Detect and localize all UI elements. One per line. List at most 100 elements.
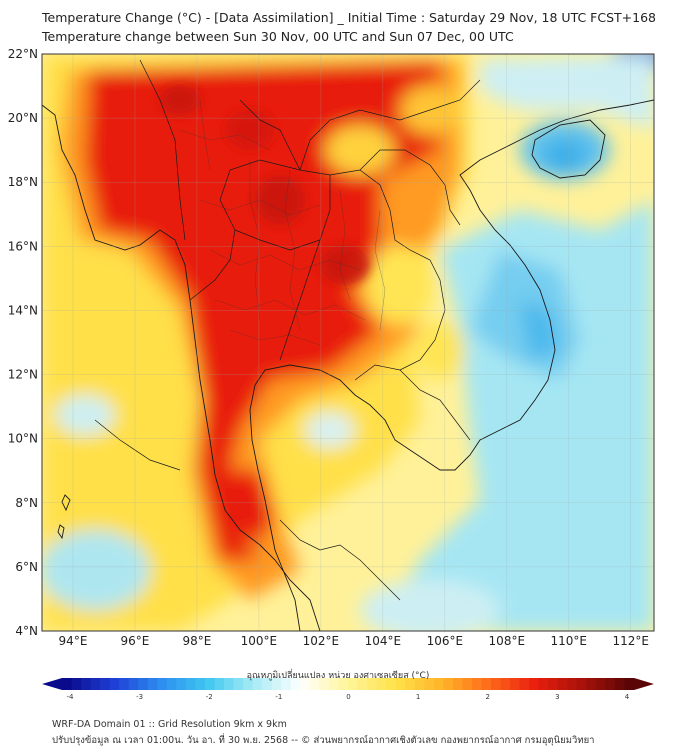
latitude-labels: 22°N 20°N 18°N 16°N 14°N 12°N 10°N 8°N 6°N 4°N: [8, 47, 38, 638]
colorbar-cell: [290, 678, 301, 690]
colorbar-cell: [195, 678, 206, 690]
colorbar-cell: [367, 678, 378, 690]
colorbar-cell: [557, 678, 568, 690]
colorbar-cell: [243, 678, 254, 690]
colorbar-tick: 4: [625, 693, 630, 700]
colorbar-cell: [491, 678, 502, 690]
map-title-line2: Temperature change between Sun 30 Nov, 0…: [42, 29, 514, 44]
colorbar-cell: [109, 678, 120, 690]
colorbar-cell: [90, 678, 101, 690]
colorbar-cell: [595, 678, 606, 690]
lon-label: 110°E: [551, 634, 588, 648]
colorbar-cell: [119, 678, 130, 690]
footer-model-info: WRF-DA Domain 01 :: Grid Resolution 9km …: [52, 719, 287, 730]
colorbar-cell: [538, 678, 549, 690]
colorbar-cell: [176, 678, 187, 690]
colorbar-cell: [348, 678, 359, 690]
lat-label: 14°N: [8, 303, 38, 317]
colorbar-cell: [100, 678, 111, 690]
colorbar-cell: [185, 678, 196, 690]
colorbar-cell: [529, 678, 540, 690]
colorbar-cell: [214, 678, 225, 690]
colorbar-cell: [166, 678, 177, 690]
colorbar: -4 -3 -2 -1 0 1 2 3 4: [42, 678, 654, 700]
colorbar-cell: [519, 678, 530, 690]
colorbar-min-arrow: [42, 678, 62, 690]
colorbar-cell: [414, 678, 425, 690]
colorbar-cell: [433, 678, 444, 690]
colorbar-cell: [252, 678, 263, 690]
colorbar-cell: [128, 678, 139, 690]
colorbar-cell: [224, 678, 235, 690]
lon-label: 98°E: [183, 634, 212, 648]
colorbar-cell: [376, 678, 387, 690]
colorbar-cell: [462, 678, 473, 690]
lon-label: 106°E: [427, 634, 464, 648]
footer-update-info: ปรับปรุงข้อมูล ณ เวลา 01:00น. วัน อา. ที…: [52, 735, 595, 746]
colorbar-cell: [138, 678, 149, 690]
lon-label: 94°E: [59, 634, 88, 648]
colorbar-tick: 3: [555, 693, 559, 700]
map-title-line1: Temperature Change (°C) - [Data Assimila…: [42, 10, 657, 25]
colorbar-tick: 0: [346, 693, 350, 700]
colorbar-cell: [452, 678, 463, 690]
colorbar-cell: [576, 678, 587, 690]
colorbar-tick: -2: [206, 693, 213, 700]
colorbar-cell: [510, 678, 521, 690]
colorbar-tick: -3: [136, 693, 143, 700]
lat-label: 10°N: [8, 432, 38, 446]
colorbar-cell: [500, 678, 511, 690]
colorbar-cell: [395, 678, 406, 690]
colorbar-cell: [605, 678, 616, 690]
colorbar-tick: -4: [67, 693, 75, 700]
colorbar-cell: [567, 678, 578, 690]
colorbar-label: อุณหภูมิเปลี่ยนแปลง หน่วย องศาเซลเซียส (…: [246, 671, 430, 681]
lat-label: 4°N: [15, 624, 38, 638]
lat-label: 8°N: [15, 496, 38, 510]
lon-label: 108°E: [489, 634, 526, 648]
national-borders: [94, 59, 481, 601]
lat-label: 12°N: [8, 368, 38, 382]
temperature-change-map: 22°N 20°N 18°N 16°N 14°N 12°N 10°N 8°N 6°N 4°N 94…: [8, 47, 655, 700]
colorbar-cell: [481, 678, 492, 690]
colorbar-cell: [309, 678, 320, 690]
colorbar-cell: [424, 678, 435, 690]
colorbar-tick: 2: [486, 693, 490, 700]
colorbar-cell: [328, 678, 339, 690]
lon-label: 112°E: [613, 634, 650, 648]
colorbar-cell: [357, 678, 368, 690]
colorbar-cell: [71, 678, 82, 690]
colorbar-cell: [147, 678, 158, 690]
lat-label: 6°N: [15, 560, 38, 574]
colorbar-cell: [157, 678, 168, 690]
lon-label: 100°E: [241, 634, 278, 648]
plot-frame: [41, 53, 655, 632]
lon-label: 96°E: [121, 634, 150, 648]
colorbar-cell: [300, 678, 311, 690]
lat-label: 20°N: [8, 111, 38, 125]
colorbar-cell: [405, 678, 416, 690]
colorbar-cell: [62, 678, 73, 690]
lon-label: 104°E: [365, 634, 402, 648]
colorbar-cell: [586, 678, 597, 690]
province-boundaries: [179, 99, 386, 346]
lat-lon-grid: [42, 54, 654, 631]
colorbar-cell: [386, 678, 397, 690]
colorbar-cell: [81, 678, 92, 690]
temperature-field: [42, 54, 654, 631]
colorbar-cell: [271, 678, 282, 690]
colorbar-cell: [338, 678, 349, 690]
lat-label: 16°N: [8, 239, 38, 253]
lat-label: 22°N: [8, 47, 38, 61]
colorbar-cell: [319, 678, 330, 690]
colorbar-cell: [281, 678, 292, 690]
colorbar-cell: [548, 678, 559, 690]
colorbar-cell: [205, 678, 216, 690]
colorbar-cell: [443, 678, 454, 690]
lon-label: 102°E: [303, 634, 340, 648]
colorbar-max-arrow: [634, 678, 654, 690]
colorbar-cell: [233, 678, 244, 690]
lat-label: 18°N: [8, 175, 38, 189]
colorbar-cell: [624, 678, 635, 690]
colorbar-cell: [262, 678, 273, 690]
